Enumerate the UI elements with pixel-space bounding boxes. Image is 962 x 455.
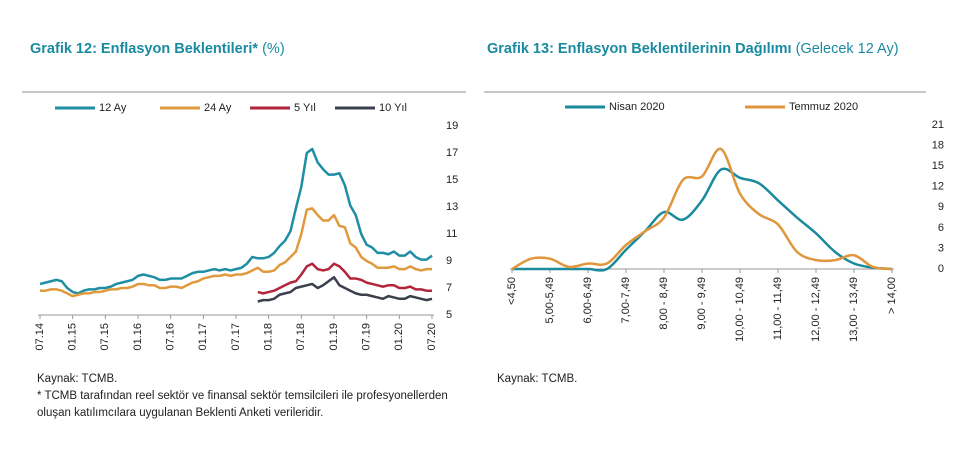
x-tick-label: 8,00 - 8,49	[658, 277, 670, 330]
x-tick-label: > 14,00	[886, 277, 898, 314]
x-tick-label: 11,00 - 11,49	[772, 277, 784, 340]
x-tick-label: 07.15	[99, 323, 111, 351]
y-tick-label: 0	[938, 263, 944, 275]
x-tick-label: <4,50	[506, 277, 518, 305]
x-tick-label: 01.16	[132, 323, 144, 351]
series-line	[511, 147, 893, 271]
series-line	[257, 262, 432, 295]
legend-label: 10 Yıl	[379, 102, 407, 114]
y-tick-label: 9	[938, 201, 944, 213]
y-tick-label: 5	[446, 309, 452, 321]
x-tick-label: 6,00-6,49	[582, 277, 594, 323]
notes: Kaynak: TCMB.	[497, 371, 917, 388]
y-tick-label: 18	[932, 139, 944, 151]
x-tick-label: 01.19	[328, 323, 340, 351]
y-tick-label: 13	[446, 201, 458, 213]
legend-label: 24 Ay	[204, 102, 232, 114]
note: * TCMB tarafından reel sektör ve finansa…	[37, 390, 448, 419]
note: Kaynak: TCMB.	[37, 373, 118, 385]
x-tick-label: 9,00 - 9,49	[696, 277, 708, 330]
series-line	[40, 207, 432, 298]
y-tick-label: 9	[446, 255, 452, 267]
x-tick-label: 07.20	[426, 323, 438, 351]
x-tick-label: 01.15	[67, 323, 79, 351]
x-tick-label: 7,00-7,49	[620, 277, 632, 323]
series-line	[39, 147, 433, 295]
x-tick-label: 01.17	[197, 323, 209, 351]
legend-label: Nisan 2020	[609, 101, 665, 113]
x-tick-label: 12,00 - 12,49	[810, 277, 822, 342]
notes: Kaynak: TCMB. * TCMB tarafından reel sek…	[37, 371, 457, 422]
legend-label: Temmuz 2020	[789, 101, 858, 113]
x-tick-label: 01.18	[263, 323, 275, 351]
x-tick-label: 07.16	[165, 323, 177, 351]
x-tick-label: 07.14	[34, 323, 46, 351]
x-tick-label: 01.20	[393, 323, 405, 351]
x-tick-label: 07.19	[361, 323, 373, 351]
note: Kaynak: TCMB.	[497, 373, 578, 385]
y-tick-label: 3	[938, 242, 944, 254]
chart-title-block: Grafik 13: Enflasyon Beklentilerinin Dağ…	[487, 38, 927, 60]
y-tick-label: 15	[932, 160, 944, 172]
y-tick-label: 6	[938, 222, 944, 234]
x-tick-label: 5,00-5,49	[544, 277, 556, 323]
chart-title: Grafik 13: Enflasyon Beklentilerinin Dağ…	[487, 41, 792, 57]
y-tick-label: 17	[446, 147, 458, 159]
y-tick-label: 7	[446, 282, 452, 294]
y-tick-label: 15	[446, 174, 458, 186]
legend-label: 12 Ay	[99, 102, 127, 114]
chart-title: Grafik 12: Enflasyon Beklentileri*	[30, 41, 259, 57]
x-tick-label: 07.17	[230, 323, 242, 351]
x-tick-label: 07.18	[295, 323, 307, 351]
y-tick-label: 19	[446, 120, 458, 132]
x-tick-label: 13,00 - 13,49	[848, 277, 860, 342]
y-tick-label: 11	[446, 228, 457, 240]
series-line	[257, 275, 433, 303]
y-tick-label: 21	[932, 119, 944, 131]
legend-label: 5 Yıl	[294, 102, 316, 114]
series-line	[512, 167, 893, 272]
x-tick-label: 10,00 - 10,49	[734, 277, 746, 342]
y-tick-label: 12	[932, 181, 944, 193]
chart-title-block: Grafik 12: Enflasyon Beklentileri* (%)	[30, 38, 450, 60]
chart-subtitle: (%)	[262, 41, 285, 57]
chart-subtitle: (Gelecek 12 Ay)	[795, 41, 899, 57]
